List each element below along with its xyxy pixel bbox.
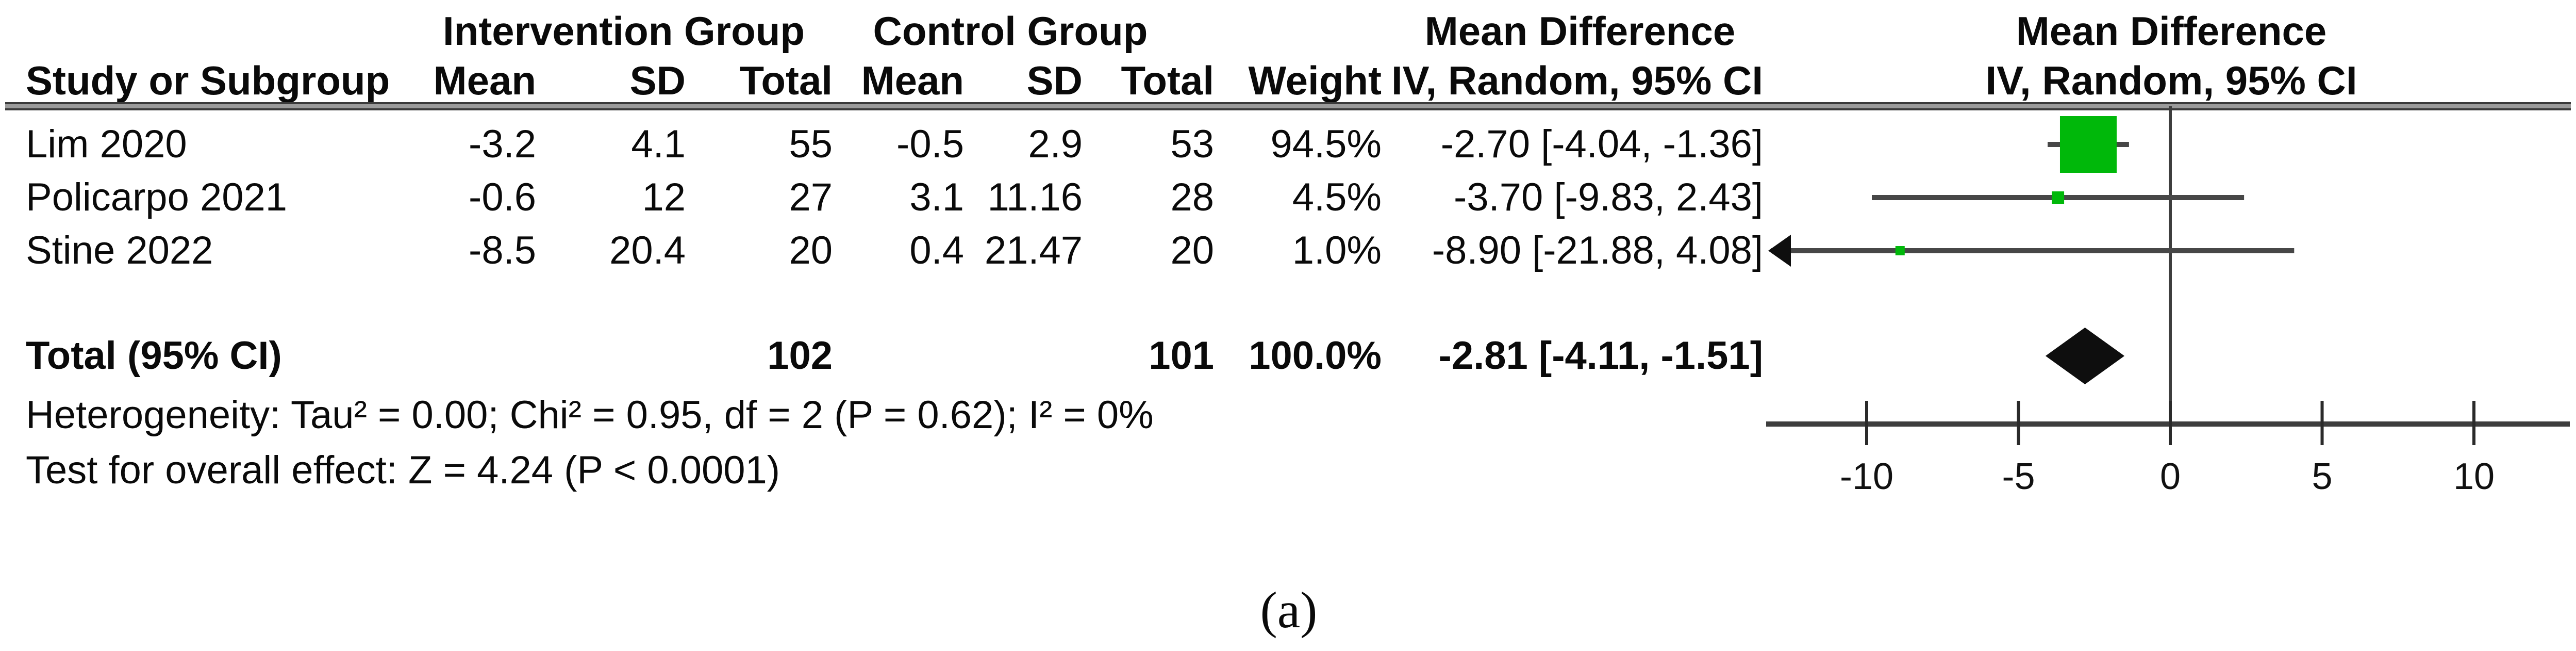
cell-control-mean: 3.1 xyxy=(909,175,964,219)
cell-study: Total (95% CI) xyxy=(26,334,282,378)
table-row: Lim 2020 -3.2 4.1 55 -0.5 2.9 53 94.5% -2.70 [-4… xyxy=(0,120,2576,169)
zero-line xyxy=(2169,106,2172,427)
axis-tick xyxy=(2169,401,2172,445)
column-header-weight: Weight xyxy=(1248,58,1382,103)
header-mean-difference-column: Mean Difference xyxy=(1424,8,1736,54)
table-row: Stine 2022 -8.5 20.4 20 0.4 21.47 20 1.0% -8.90 … xyxy=(0,226,2576,275)
cell-weight: 4.5% xyxy=(1292,175,1382,219)
axis-tick xyxy=(2320,401,2324,445)
column-header-intervention-sd: SD xyxy=(629,58,686,103)
effect-square xyxy=(2052,191,2065,204)
cell-intervention-sd: 12 xyxy=(642,175,686,219)
column-header-md-ci: IV, Random, 95% CI xyxy=(1391,58,1763,103)
column-header-control-sd: SD xyxy=(1026,58,1083,103)
column-header-study: Study or Subgroup xyxy=(26,58,390,103)
cell-control-total: 101 xyxy=(1149,334,1214,378)
figure-caption: (a) xyxy=(1260,581,1318,639)
column-header-control-total: Total xyxy=(1121,58,1214,103)
header-row-columns: IV, Random, 95% CI Study or Subgroup Mean… xyxy=(0,56,2576,105)
cell-intervention-total: 27 xyxy=(789,175,833,219)
cell-study: Stine 2022 xyxy=(26,229,213,272)
cell-intervention-mean: -0.6 xyxy=(469,175,536,219)
axis-tick-label: 5 xyxy=(2312,456,2332,497)
header-intervention-group: Intervention Group xyxy=(443,8,805,54)
header-control-group: Control Group xyxy=(873,8,1148,54)
header-rule xyxy=(5,102,2571,110)
effect-square xyxy=(1895,246,1905,255)
axis-line xyxy=(1766,421,2570,427)
axis-tick xyxy=(1865,401,1868,445)
cell-control-total: 20 xyxy=(1170,229,1214,272)
cell-intervention-total: 55 xyxy=(789,122,833,166)
cell-md-ci: -2.70 [-4.04, -1.36] xyxy=(1440,122,1763,166)
effect-square xyxy=(2059,116,2117,173)
cell-weight: 94.5% xyxy=(1270,122,1382,166)
axis-tick xyxy=(2472,401,2475,445)
cell-intervention-total: 20 xyxy=(789,229,833,272)
cell-control-mean: 0.4 xyxy=(909,229,964,272)
cell-md-ci: -3.70 [-9.83, 2.43] xyxy=(1454,175,1763,219)
cell-control-mean: -0.5 xyxy=(896,122,964,166)
header-plot-subtitle: IV, Random, 95% CI xyxy=(1985,58,2357,103)
header-row-groups: Intervention Group Control Group Mean Di… xyxy=(0,6,2576,56)
cell-intervention-total: 102 xyxy=(767,334,833,378)
axis-tick-label: -10 xyxy=(1840,456,1893,497)
cell-weight: 100.0% xyxy=(1249,334,1382,378)
table-row-total: Total (95% CI) 102 101 100.0% -2.81 [-4.11, … xyxy=(0,331,2576,381)
cell-md-ci: -8.90 [-21.88, 4.08] xyxy=(1432,229,1763,272)
table-row: Policarpo 2021 -0.6 12 27 3.1 11.16 28 4.5% -3.7… xyxy=(0,173,2576,222)
ci-line xyxy=(1771,248,2295,253)
column-header-intervention-total: Total xyxy=(739,58,833,103)
heterogeneity-text: Heterogeneity: Tau² = 0.00; Chi² = 0.95,… xyxy=(26,393,1154,437)
cell-control-sd: 2.9 xyxy=(1028,122,1083,166)
cell-study: Policarpo 2021 xyxy=(26,175,288,219)
cell-control-total: 28 xyxy=(1170,175,1214,219)
left-arrow-icon xyxy=(1768,235,1791,267)
summary-diamond xyxy=(2045,328,2125,384)
axis-tick-label: 10 xyxy=(2453,456,2495,497)
cell-study: Lim 2020 xyxy=(26,122,187,166)
cell-intervention-mean: -3.2 xyxy=(469,122,536,166)
cell-intervention-mean: -8.5 xyxy=(469,229,536,272)
column-header-intervention-mean: Mean xyxy=(433,58,536,103)
cell-control-total: 53 xyxy=(1170,122,1214,166)
cell-md-ci: -2.81 [-4.11, -1.51] xyxy=(1438,334,1763,378)
axis-tick-label: -5 xyxy=(2002,456,2035,497)
cell-intervention-sd: 20.4 xyxy=(609,229,686,272)
axis-tick-label: 0 xyxy=(2160,456,2181,497)
cell-intervention-sd: 4.1 xyxy=(631,122,686,166)
cell-control-sd: 21.47 xyxy=(984,229,1083,272)
cell-weight: 1.0% xyxy=(1292,229,1382,272)
cell-control-sd: 11.16 xyxy=(987,175,1083,219)
overall-effect-text: Test for overall effect: Z = 4.24 (P < 0… xyxy=(26,448,780,492)
axis-tick xyxy=(2017,401,2020,445)
column-header-control-mean: Mean xyxy=(861,58,964,103)
header-mean-difference-plot: Mean Difference xyxy=(2016,8,2327,54)
